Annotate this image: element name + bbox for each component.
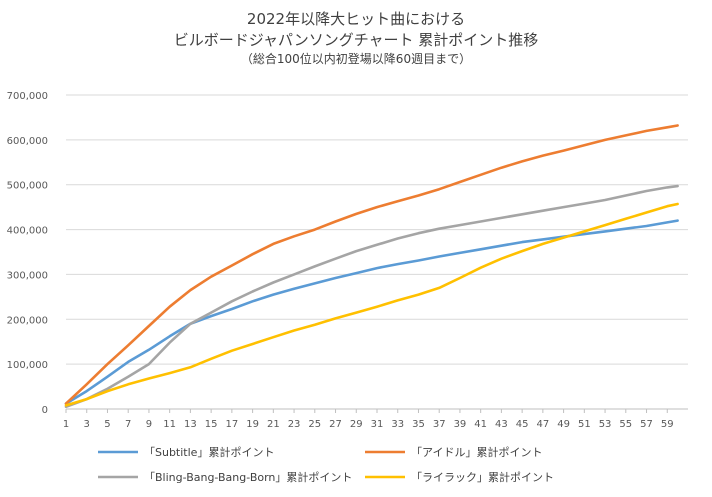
x-tick-label: 57 (640, 419, 653, 430)
y-tick-label: 100,000 (7, 360, 48, 371)
x-tick-label: 13 (184, 419, 197, 430)
grid-lines (66, 94, 688, 410)
x-tick-label: 23 (288, 419, 301, 430)
legend-item-4: 「ライラック」累計ポイント (365, 470, 554, 484)
chart-subtitle: （総合100位以内初登場以降60週目まで） (241, 51, 471, 66)
legend-label: 「Subtitle」累計ポイント (144, 445, 274, 459)
x-tick-label: 51 (578, 419, 591, 430)
x-tick-label: 53 (599, 419, 612, 430)
legend-label: 「アイドル」累計ポイント (411, 445, 542, 459)
x-tick-label: 29 (350, 419, 363, 430)
series-line-4 (64, 202, 679, 407)
x-tick-label: 9 (146, 419, 152, 430)
series-line-1 (64, 219, 679, 405)
x-tick-label: 43 (495, 419, 508, 430)
x-tick-label: 3 (84, 419, 90, 430)
x-tick-label: 33 (391, 419, 404, 430)
legend-item-1: 「Subtitle」累計ポイント (98, 445, 274, 459)
x-tick-label: 5 (104, 419, 110, 430)
y-tick-label: 0 (42, 405, 48, 416)
legend-item-2: 「アイドル」累計ポイント (365, 445, 542, 459)
y-tick-label: 600,000 (7, 136, 48, 147)
series-line-3 (64, 184, 679, 409)
x-tick-label: 7 (125, 419, 131, 430)
x-tick-label: 37 (433, 419, 446, 430)
legend-label: 「Bling-Bang-Bang-Born」累計ポイント (144, 470, 352, 484)
y-tick-label: 200,000 (7, 315, 48, 326)
x-tick-label: 55 (619, 419, 632, 430)
series-line-2 (64, 124, 679, 405)
x-tick-label: 41 (474, 419, 487, 430)
legend-item-3: 「Bling-Bang-Bang-Born」累計ポイント (98, 470, 352, 484)
x-tick-label: 31 (371, 419, 384, 430)
x-tick-label: 15 (205, 419, 218, 430)
x-tick-label: 47 (536, 419, 549, 430)
series-lines (64, 124, 679, 409)
x-tick-label: 1 (63, 419, 69, 430)
x-tick-label: 45 (516, 419, 529, 430)
y-tick-label: 400,000 (7, 226, 48, 237)
x-tick-label: 35 (412, 419, 425, 430)
y-axis: 0 100,000 200,000 300,000 400,000 500,000 600,… (7, 91, 48, 416)
x-tick-label: 19 (246, 419, 259, 430)
x-tick-label: 11 (163, 419, 176, 430)
x-tick-label: 49 (557, 419, 570, 430)
x-tick-label: 25 (308, 419, 321, 430)
legend-label: 「ライラック」累計ポイント (411, 470, 554, 484)
chart-title-line-2: ビルボードジャパンソングチャート 累計ポイント推移 (174, 31, 539, 49)
x-tick-label: 21 (267, 419, 280, 430)
x-tick-label: 17 (225, 419, 238, 430)
x-axis: 1 3 5 7 9 11 13 15 17 19 21 23 25 27 29 31 33 35 37 39 41 43 4… (63, 409, 674, 430)
chart-title-line-1: 2022年以降大ヒット曲における (247, 10, 465, 28)
y-tick-label: 500,000 (7, 181, 48, 192)
x-tick-label: 27 (329, 419, 342, 430)
legend: 「Subtitle」累計ポイント 「アイドル」累計ポイント「Bling-Bang-… (98, 445, 554, 484)
x-tick-label: 59 (661, 419, 674, 430)
y-tick-label: 700,000 (7, 91, 48, 102)
x-tick-label: 39 (454, 419, 467, 430)
y-tick-label: 300,000 (7, 270, 48, 281)
